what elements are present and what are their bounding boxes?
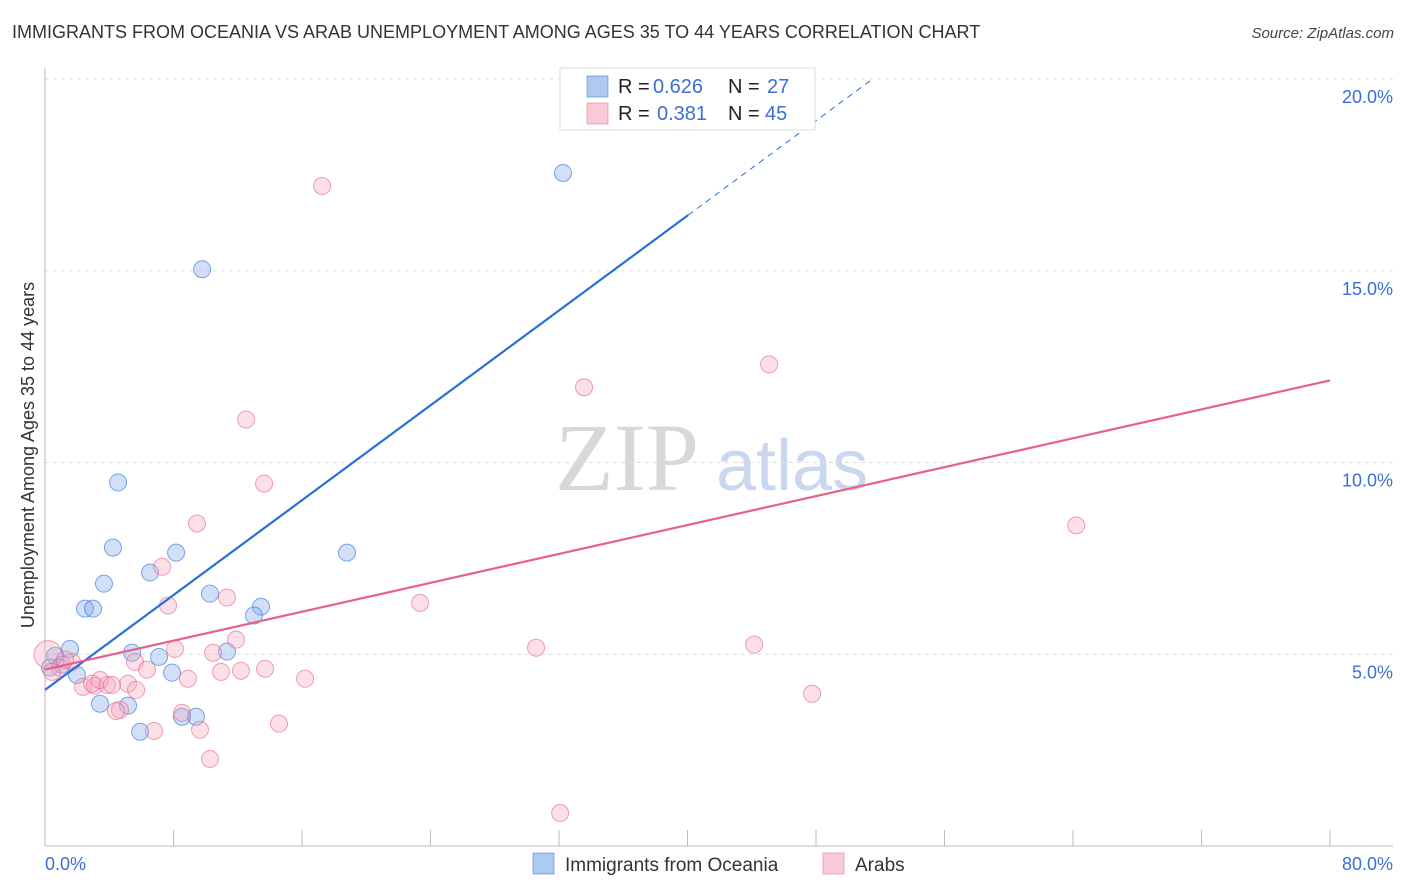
y-tick-label: 20.0% bbox=[1342, 87, 1393, 107]
arabs-point bbox=[173, 703, 192, 722]
arabs-point bbox=[237, 410, 256, 429]
x-tick-label: 0.0% bbox=[45, 854, 86, 874]
n-value: 27 bbox=[767, 76, 789, 98]
arabs-point bbox=[145, 721, 164, 740]
oceania-point bbox=[103, 538, 122, 557]
y-tick-label: 10.0% bbox=[1342, 471, 1393, 491]
arabs-point bbox=[106, 702, 125, 721]
r-value: 0.626 bbox=[653, 76, 703, 98]
oceania-point bbox=[61, 639, 80, 658]
legend-swatch bbox=[822, 852, 845, 875]
arabs-point bbox=[745, 635, 764, 654]
oceania-point bbox=[131, 722, 150, 741]
arabs-point bbox=[90, 670, 109, 689]
oceania-point bbox=[141, 563, 160, 582]
arabs-point bbox=[296, 669, 315, 688]
watermark-zip: ZIP bbox=[555, 404, 699, 511]
arabs-point bbox=[165, 639, 184, 658]
arabs-point bbox=[803, 684, 822, 703]
oceania-point bbox=[109, 473, 128, 492]
oceania-point bbox=[167, 543, 186, 562]
oceania-trend-line bbox=[44, 214, 689, 691]
arabs-point bbox=[575, 378, 594, 397]
oceania-point bbox=[90, 694, 109, 713]
arabs-point bbox=[204, 643, 223, 662]
arabs-point bbox=[256, 659, 275, 678]
n-value: 45 bbox=[765, 103, 787, 125]
arabs-point bbox=[313, 176, 332, 195]
arabs-point bbox=[255, 474, 274, 493]
watermark-atlas: atlas bbox=[716, 426, 868, 506]
oceania-point bbox=[163, 663, 182, 682]
y-tick-label: 5.0% bbox=[1352, 662, 1393, 682]
arabs-point bbox=[217, 588, 236, 607]
oceania-point bbox=[84, 599, 103, 618]
arabs-point bbox=[212, 662, 231, 681]
legend-swatch bbox=[532, 852, 555, 875]
y-tick-label: 15.0% bbox=[1342, 279, 1393, 299]
r-label: R = bbox=[618, 76, 650, 98]
arabs-point bbox=[187, 514, 206, 533]
legend-label: Arabs bbox=[855, 855, 905, 876]
oceania-point bbox=[244, 606, 263, 625]
arabs-point bbox=[153, 557, 172, 576]
r-label: R = bbox=[618, 103, 650, 125]
arabs-point bbox=[102, 675, 121, 694]
arabs-trend-line bbox=[44, 379, 1331, 671]
arabs-point bbox=[127, 680, 146, 699]
oceania-trend-extension bbox=[687, 78, 873, 216]
oceania-point bbox=[200, 584, 219, 603]
x-tick-label: 80.0% bbox=[1342, 854, 1393, 874]
legend-label: Immigrants from Oceania bbox=[565, 855, 779, 876]
y-axis-label: Unemployment Among Ages 35 to 44 years bbox=[18, 282, 38, 628]
oceania-point bbox=[554, 163, 573, 182]
oceania-point bbox=[119, 696, 138, 715]
arabs-point bbox=[270, 714, 289, 733]
arabs-point bbox=[527, 638, 546, 657]
oceania-point bbox=[337, 543, 356, 562]
oceania-point bbox=[150, 647, 169, 666]
arabs-point bbox=[760, 355, 779, 374]
arabs-point bbox=[226, 630, 245, 649]
legend-swatch bbox=[586, 75, 609, 98]
arabs-point bbox=[231, 661, 250, 680]
arabs-point bbox=[137, 660, 156, 679]
arabs-point bbox=[411, 593, 430, 612]
r-value: 0.381 bbox=[657, 103, 707, 125]
oceania-point bbox=[94, 574, 113, 593]
source-label: Source: ZipAtlas.com bbox=[1251, 25, 1394, 42]
arabs-point bbox=[200, 749, 219, 768]
n-label: N = bbox=[728, 76, 760, 98]
legend-swatch bbox=[586, 102, 609, 125]
oceania-point bbox=[193, 260, 212, 279]
arabs-point bbox=[191, 720, 210, 739]
chart-title: IMMIGRANTS FROM OCEANIA VS ARAB UNEMPLOY… bbox=[12, 22, 981, 42]
arabs-point bbox=[1067, 516, 1086, 535]
arabs-point bbox=[178, 669, 197, 688]
oceania-point bbox=[173, 707, 192, 726]
n-label: N = bbox=[728, 103, 760, 125]
arabs-point bbox=[551, 804, 570, 823]
